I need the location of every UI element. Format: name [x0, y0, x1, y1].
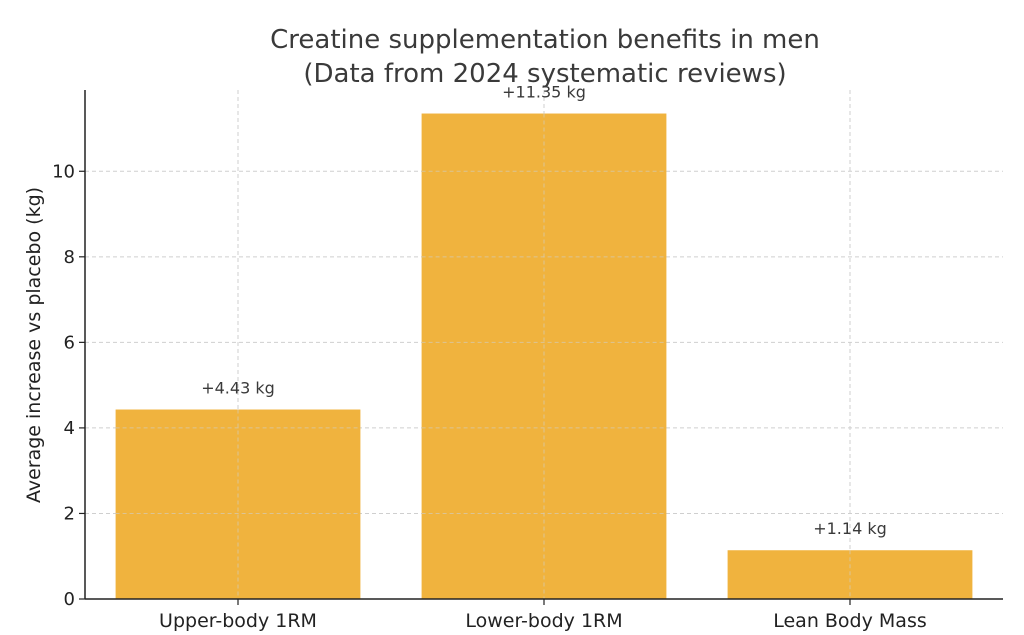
data-label: +4.43 kg: [201, 379, 275, 398]
y-tick-label: 4: [64, 418, 75, 439]
y-tick-label: 2: [64, 503, 75, 524]
label-layer: 0 2 4 6 8 10 +4.43 kg +11.35 kg +1.14 kg Upper-bo…: [52, 83, 927, 632]
y-tick-label: 8: [64, 247, 75, 268]
y-tick-label: 0: [64, 589, 75, 610]
data-label: +11.35 kg: [502, 83, 586, 102]
axis-layer: [79, 90, 1003, 605]
bar-layer: [115, 113, 973, 599]
y-tick-label: 10: [52, 161, 75, 182]
chart-title-line-2: (Data from 2024 systematic reviews): [303, 59, 786, 89]
chart-title-line-1: Creatine supplementation benefits in men: [270, 25, 820, 55]
x-tick-label: Lean Body Mass: [773, 610, 927, 632]
y-axis-label: Average increase vs placebo (kg): [23, 187, 45, 503]
x-tick-label: Lower-body 1RM: [465, 610, 622, 632]
x-tick-label: Upper-body 1RM: [159, 610, 317, 632]
y-tick-label: 6: [64, 332, 75, 353]
data-label: +1.14 kg: [813, 519, 887, 538]
